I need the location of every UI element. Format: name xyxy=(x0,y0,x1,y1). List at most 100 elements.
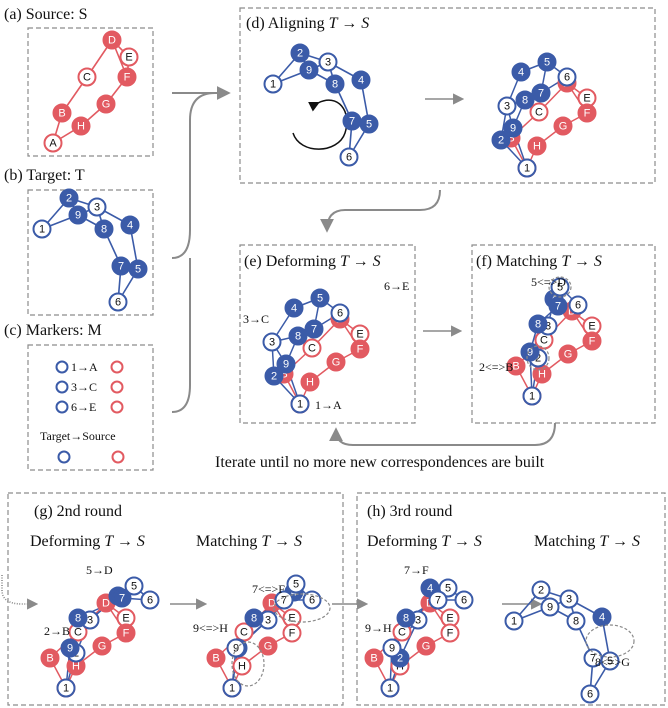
marker-source-icon xyxy=(110,360,124,374)
graph-node-label: 9 xyxy=(283,359,289,371)
graph-node-label: C xyxy=(83,72,91,84)
panel-a-title: (a) Source: S xyxy=(4,6,88,23)
graph-node-label: 7 xyxy=(555,301,561,313)
graph-combined-f: ABHCGDEF123456789 xyxy=(506,276,602,406)
graph-node xyxy=(108,292,128,312)
graph-node-label: 5 xyxy=(544,57,550,69)
graph-node xyxy=(102,30,122,50)
panel-g-box xyxy=(7,492,344,706)
graph-node xyxy=(491,130,511,150)
marker-target-icon xyxy=(55,380,69,394)
graph-node xyxy=(282,623,302,643)
graph-node xyxy=(32,219,52,239)
arrow-d-to-e xyxy=(320,189,441,233)
graph-node xyxy=(503,118,523,138)
graph-node xyxy=(520,342,540,362)
graph-node xyxy=(206,648,226,668)
graph-node-label: E xyxy=(122,613,129,625)
graph-node-label: G xyxy=(102,99,111,111)
graph-node xyxy=(290,394,310,414)
iterate-caption: Iterate until no more new correspondence… xyxy=(215,454,545,471)
graph-node-label: 6 xyxy=(346,152,352,164)
graph-node-label: 9 xyxy=(75,210,81,222)
graph-node-label: B xyxy=(512,361,519,373)
graph-node xyxy=(40,648,60,668)
graph-node-label: 8 xyxy=(75,613,81,625)
graph-node xyxy=(566,611,586,631)
graph-node-label: 7 xyxy=(311,324,317,336)
graph-node xyxy=(244,608,264,628)
graph-node xyxy=(351,70,371,90)
graph-node xyxy=(71,116,91,136)
panel-h-sub1: Deforming T → S xyxy=(367,533,482,550)
graph-node-label: 9 xyxy=(67,643,73,655)
panel-f-box xyxy=(471,244,656,424)
graph-node xyxy=(56,678,76,698)
graph-node xyxy=(380,678,400,698)
graph-node-label: 1 xyxy=(524,163,530,175)
graph-node xyxy=(120,215,140,235)
graph-node-label: 7 xyxy=(349,116,355,128)
marker-pair: 1→A xyxy=(71,360,98,374)
graph-target-d: 1 29 38 4 7 5 6 xyxy=(263,43,379,167)
anno-f-5D: 5<=>D xyxy=(531,275,566,289)
graph-node-label: 7 xyxy=(538,88,544,100)
graph-node-label: F xyxy=(357,344,364,356)
graph-node-label: G xyxy=(98,641,107,653)
graph-node-label: G xyxy=(332,357,341,369)
panel-b-box xyxy=(27,189,154,316)
graph-node-label: 3 xyxy=(269,337,275,349)
graph-node xyxy=(68,608,88,628)
graph-node xyxy=(529,102,549,122)
graph-node xyxy=(416,636,436,656)
anno-h-8G: 8<=>G xyxy=(595,655,630,669)
graph-node-label: F xyxy=(123,628,130,640)
graph-node-label: 4 xyxy=(127,220,133,232)
graph-node-label: B xyxy=(212,653,219,665)
graph-combined-g2: ABHCGDEF123456789 xyxy=(206,574,331,698)
legend-source-icon xyxy=(111,450,125,464)
graph-node xyxy=(318,52,338,72)
graph-node xyxy=(568,295,588,315)
graph-node-label: 3 xyxy=(87,615,93,627)
marker-source-icon xyxy=(110,400,124,414)
match-highlight xyxy=(585,624,635,658)
graph-node xyxy=(290,43,310,63)
panel-h-sub2: Matching T → S xyxy=(534,533,640,550)
panel-g-title: (g) 2nd round xyxy=(34,503,122,520)
graph-node-label: F xyxy=(447,628,454,640)
graph-node xyxy=(577,103,597,123)
graph-node-label: E xyxy=(356,329,363,341)
graph-node xyxy=(300,372,320,392)
graph-node-label: 3 xyxy=(94,202,100,214)
graph-node xyxy=(527,136,547,156)
graph-node xyxy=(522,386,542,406)
graph-node-label: 4 xyxy=(358,75,364,87)
graph-node-label: D xyxy=(268,598,276,610)
graph-node-label: 2 xyxy=(397,653,403,665)
graph-node xyxy=(528,314,548,334)
graph-node-label: H xyxy=(538,369,546,381)
anno-g-7F: 7<=>F xyxy=(252,582,285,596)
graph-node-label: B xyxy=(280,369,287,381)
graph-node xyxy=(232,656,252,676)
graph-node-label: C xyxy=(74,627,82,639)
graph-node xyxy=(288,326,308,346)
graph-node xyxy=(302,338,322,358)
graph-node xyxy=(94,219,114,239)
graph-node-label: 8 xyxy=(522,95,528,107)
graph-node-label: C xyxy=(540,335,548,347)
panel-g-sub1: Deforming T → S xyxy=(30,533,145,550)
graph-node-label: 1 xyxy=(529,391,535,403)
graph-node-label: 5 xyxy=(131,581,137,593)
anno-g-5D: 5→D xyxy=(86,563,113,577)
panel-h-title: (h) 3rd round xyxy=(367,503,452,520)
graph-node xyxy=(140,590,160,610)
graph-node xyxy=(117,67,137,87)
graph-node-label: 1 xyxy=(270,79,276,91)
panel-d-title: (d) Aligning T → S xyxy=(246,15,369,32)
graph-node xyxy=(124,576,144,596)
anno-h-9H: 9→H xyxy=(365,621,392,635)
graph-node-label: E xyxy=(583,93,590,105)
graph-node-label: 1 xyxy=(229,683,235,695)
